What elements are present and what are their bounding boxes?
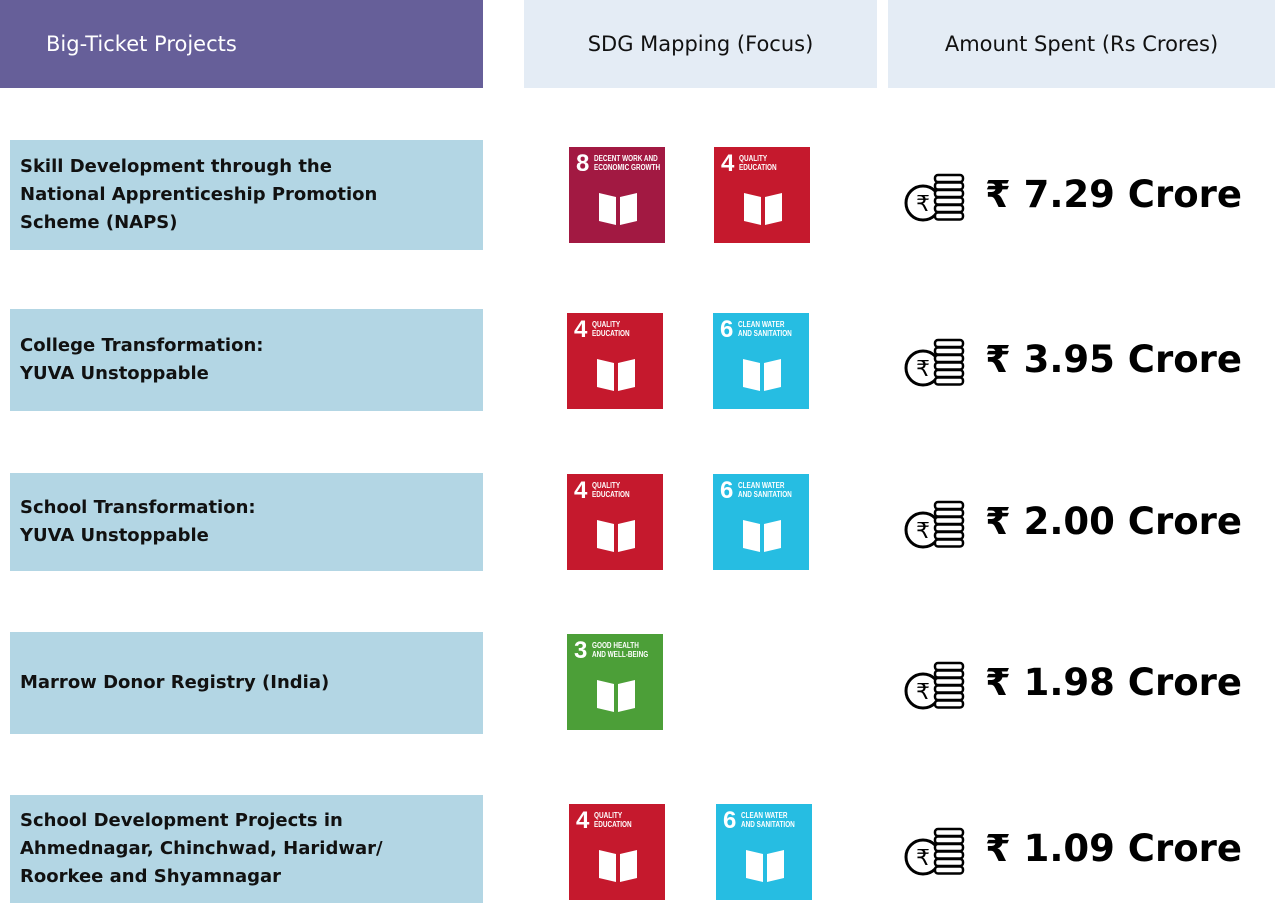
coin-icon: ₹ [904, 338, 965, 387]
svg-text:₹: ₹ [916, 192, 930, 217]
project-cell: Marrow Donor Registry (India) [10, 632, 483, 734]
project-cell: School Development Projects in Ahmednagar… [10, 795, 483, 903]
sdg-glyph [746, 850, 784, 882]
project-line: National Apprenticeship Promotion [20, 184, 378, 205]
sdg-label-line: EDUCATION [592, 490, 630, 499]
sdg-icon: 3 GOOD HEALTH AND WELL-BEING [567, 634, 663, 730]
project-line: Marrow Donor Registry (India) [20, 672, 330, 693]
svg-text:₹: ₹ [916, 519, 930, 544]
amount: ₹ 3.95 Crore [985, 338, 1242, 381]
coin-icon: ₹ [904, 661, 965, 710]
sdg-label-line: QUALITY [592, 320, 621, 329]
sdg-glyph [744, 193, 782, 225]
sdg-label-line: EDUCATION [592, 329, 630, 338]
sdg-label-line: EDUCATION [594, 820, 632, 829]
sdg-label-line: EDUCATION [739, 163, 777, 172]
sdg-icon: 4 QUALITY EDUCATION [714, 147, 810, 243]
sdg-glyph [597, 359, 635, 391]
sdg-label: QUALITY EDUCATION [594, 811, 632, 829]
sdg-icon: 4 QUALITY EDUCATION [567, 313, 663, 409]
project-line: Scheme (NAPS) [20, 212, 178, 233]
coin-icon: ₹ [904, 173, 965, 222]
sdg-glyph [599, 850, 637, 882]
project-line: YUVA Unstoppable [20, 525, 209, 546]
header-projects: Big-Ticket Projects [0, 0, 483, 88]
sdg-label-line: CLEAN WATER [738, 481, 785, 490]
sdg-label-line: QUALITY [592, 481, 621, 490]
coin-icon: ₹ [904, 827, 965, 876]
sdg-number: 4 [576, 807, 590, 834]
sdg-glyph [743, 520, 781, 552]
amount: ₹ 2.00 Crore [985, 500, 1242, 543]
sdg-label: QUALITY EDUCATION [592, 481, 630, 499]
sdg-label-line: CLEAN WATER [741, 811, 788, 820]
sdg-label: CLEAN WATER AND SANITATION [741, 811, 795, 829]
project-line: School Transformation: [20, 497, 256, 518]
sdg-number: 6 [723, 807, 737, 834]
project-line: YUVA Unstoppable [20, 363, 209, 384]
sdg-icon: 6 CLEAN WATER AND SANITATION [713, 474, 809, 570]
sdg-number: 3 [574, 637, 588, 664]
sdg-label-line: GOOD HEALTH [592, 641, 639, 650]
sdg-label: QUALITY EDUCATION [592, 320, 630, 338]
amount: ₹ 1.98 Crore [985, 661, 1242, 704]
sdg-glyph [597, 680, 635, 712]
sdg-label-line: DECENT WORK AND [594, 154, 658, 163]
project-line: School Development Projects in [20, 810, 343, 831]
sdg-label-line: AND SANITATION [741, 820, 795, 829]
project-line: Roorkee and Shyamnagar [20, 866, 282, 887]
sdg-label: DECENT WORK AND ECONOMIC GROWTH [594, 154, 660, 172]
sdg-label-line: AND SANITATION [738, 329, 792, 338]
project-cell: School Transformation: YUVA Unstoppable [10, 473, 483, 571]
sdg-number: 6 [720, 316, 734, 343]
coin: ₹ [903, 334, 967, 390]
sdg-icon: 6 CLEAN WATER AND SANITATION [713, 313, 809, 409]
svg-text:₹: ₹ [916, 357, 930, 382]
sdg-icon: 6 CLEAN WATER AND SANITATION [716, 804, 812, 900]
sdg-icon: 4 QUALITY EDUCATION [569, 804, 665, 900]
sdg-icon: 4 QUALITY EDUCATION [567, 474, 663, 570]
sdg-number: 6 [720, 477, 734, 504]
svg-text:₹: ₹ [916, 680, 930, 705]
svg-text:₹: ₹ [916, 846, 930, 871]
sdg-label-line: AND SANITATION [738, 490, 792, 499]
project-line: College Transformation: [20, 335, 264, 356]
sdg-number: 4 [574, 316, 588, 343]
project-line: Skill Development through the [20, 156, 332, 177]
sdg-label-line: QUALITY [594, 811, 623, 820]
header-amount: Amount Spent (Rs Crores) [888, 0, 1275, 88]
project-line: Ahmednagar, Chinchwad, Haridwar/ [20, 838, 383, 859]
coin-icon: ₹ [904, 500, 965, 549]
amount: ₹ 7.29 Crore [985, 173, 1242, 216]
coin: ₹ [903, 823, 967, 879]
project-cell: Skill Development through the National Ap… [10, 140, 483, 250]
sdg-glyph [743, 359, 781, 391]
header-sdg: SDG Mapping (Focus) [524, 0, 877, 88]
sdg-number: 4 [574, 477, 588, 504]
sdg-label: CLEAN WATER AND SANITATION [738, 320, 792, 338]
sdg-glyph [599, 193, 637, 225]
sdg-glyph [597, 520, 635, 552]
sdg-label: QUALITY EDUCATION [739, 154, 777, 172]
sdg-label-line: QUALITY [739, 154, 768, 163]
coin: ₹ [903, 657, 967, 713]
sdg-label: GOOD HEALTH AND WELL-BEING [592, 641, 648, 659]
sdg-number: 4 [721, 150, 735, 177]
sdg-label-line: CLEAN WATER [738, 320, 785, 329]
amount: ₹ 1.09 Crore [985, 827, 1242, 870]
sdg-number: 8 [576, 150, 590, 177]
coin: ₹ [903, 496, 967, 552]
sdg-icon: 8 DECENT WORK AND ECONOMIC GROWTH [569, 147, 665, 243]
sdg-label: CLEAN WATER AND SANITATION [738, 481, 792, 499]
coin: ₹ [903, 169, 967, 225]
project-cell: College Transformation: YUVA Unstoppable [10, 309, 483, 411]
sdg-label-line: AND WELL-BEING [592, 650, 649, 659]
sdg-label-line: ECONOMIC GROWTH [594, 163, 661, 172]
